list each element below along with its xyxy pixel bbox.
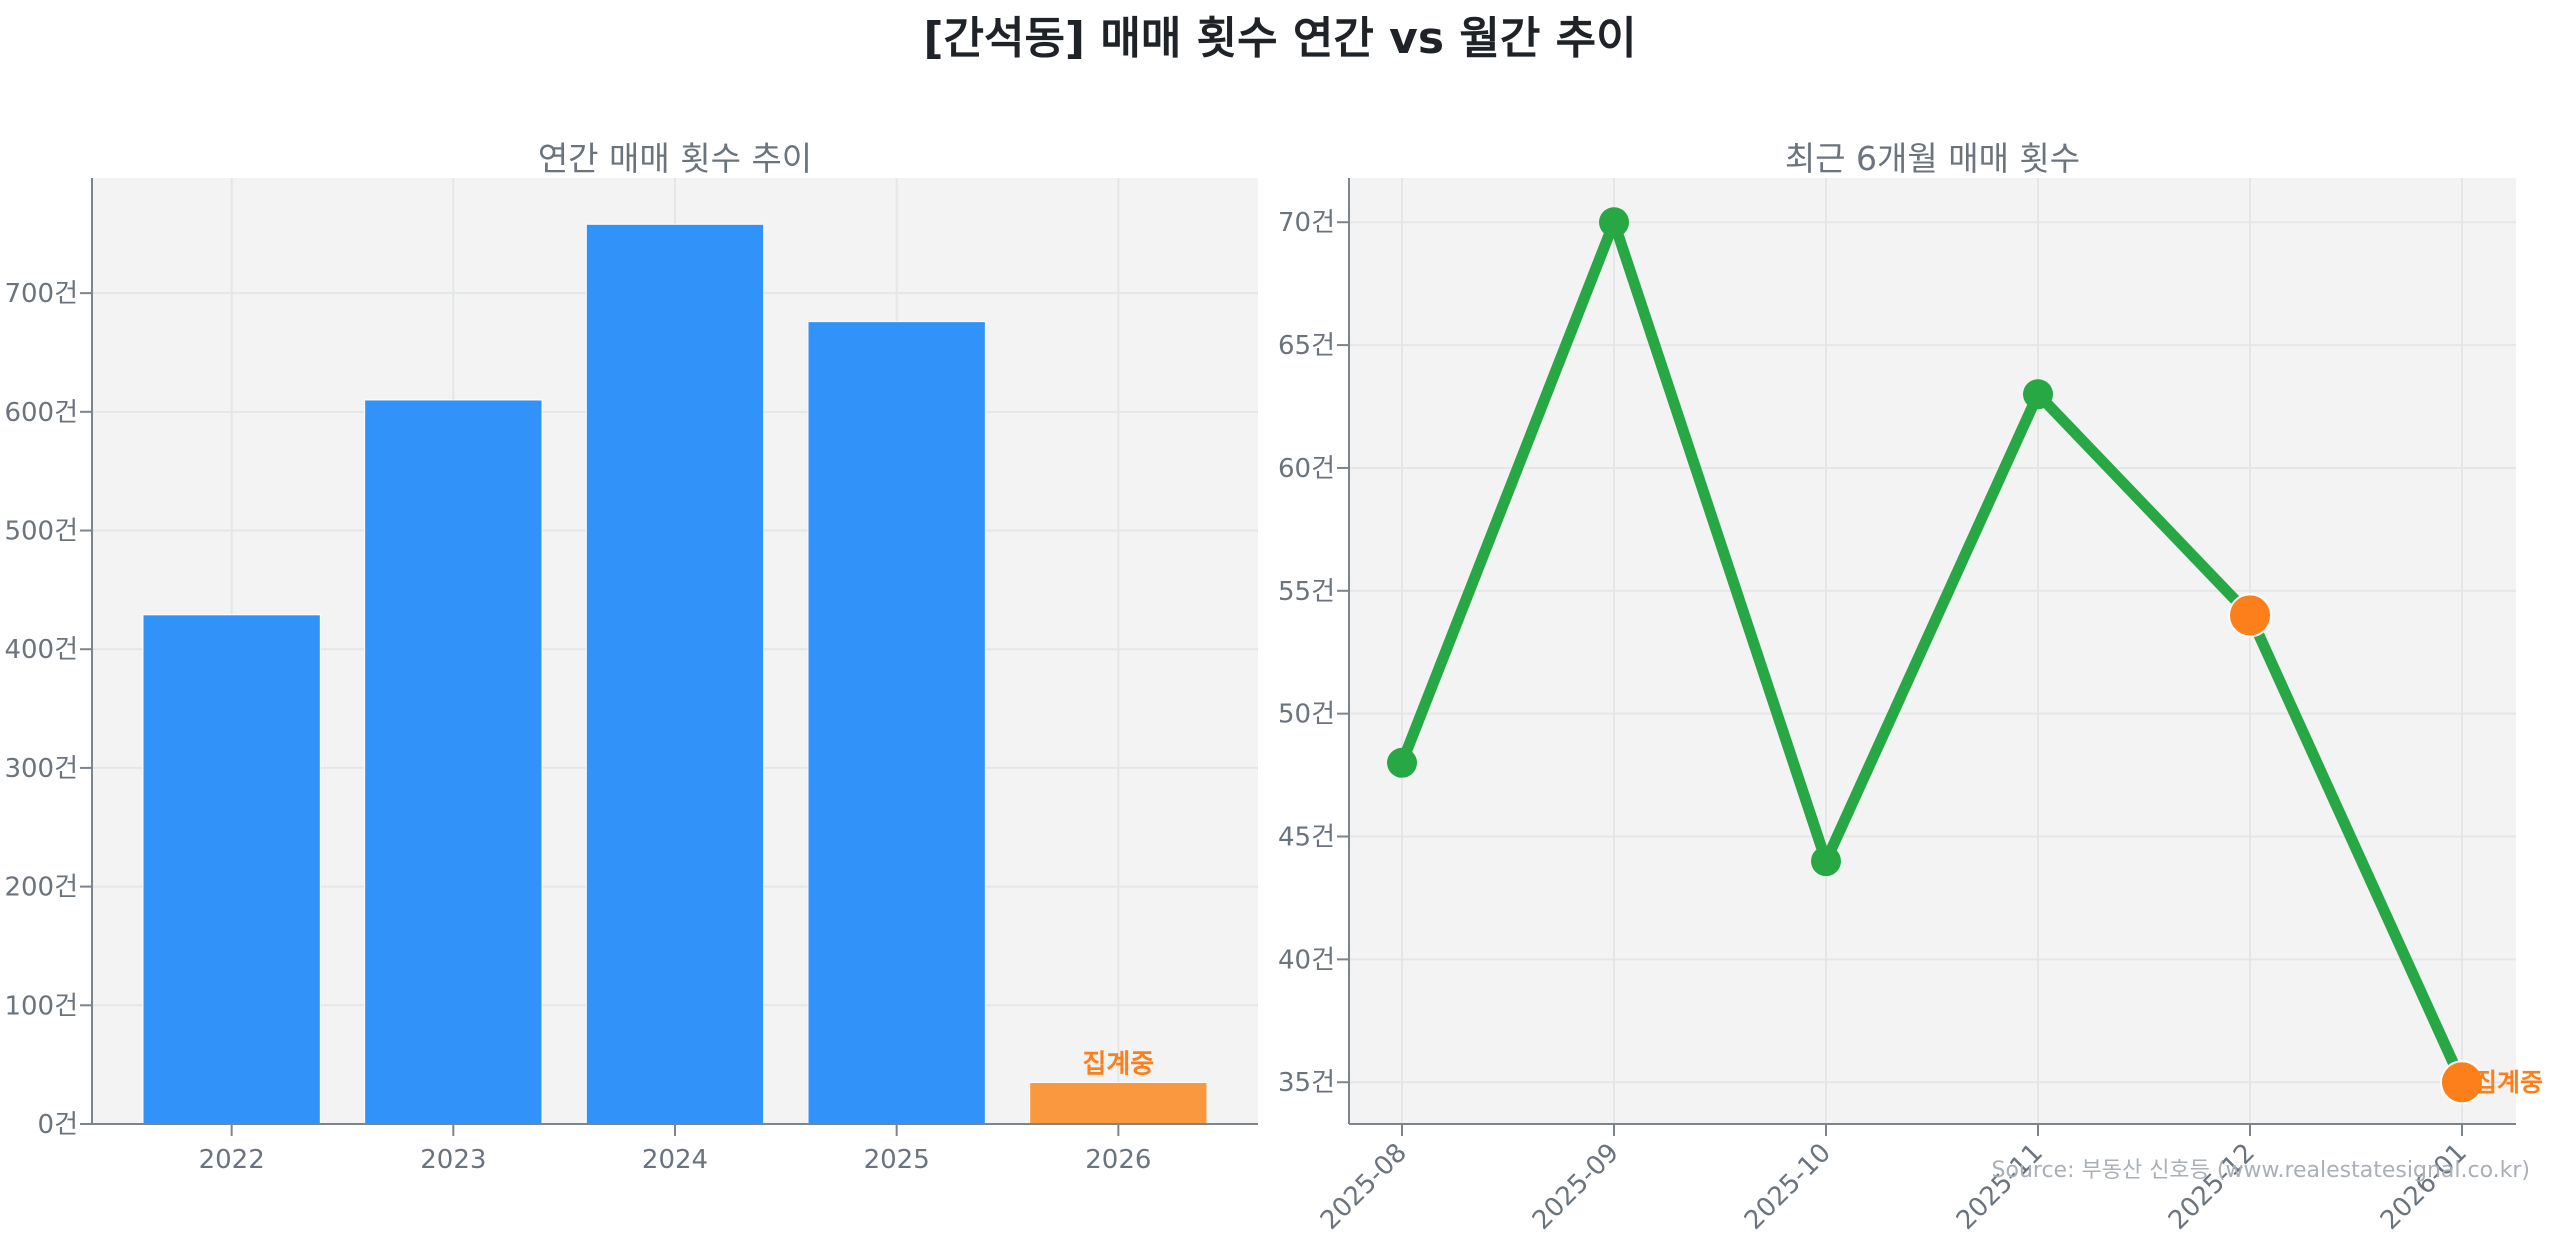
y-tick-label: 70건 <box>1278 208 1335 238</box>
bar-2023 <box>364 399 543 1125</box>
y-tick-label: 50건 <box>1278 700 1335 730</box>
line-chart: 35건 40건 45건 50건 55건 60건 65건 70건 2025-08 2025-09 20… <box>1278 178 2543 1235</box>
y-tick-label: 100건 <box>4 991 78 1021</box>
data-marker <box>1811 846 1841 877</box>
source-credit: Source: 부동산 신호등 (www.realestatesignal.co… <box>1991 1158 2530 1183</box>
y-tick-label: 40건 <box>1278 945 1335 975</box>
bar-annotation: 집계중 <box>1082 1049 1154 1079</box>
x-tick-label: 2025-10 <box>1739 1138 1837 1235</box>
y-tick-label: 400건 <box>4 635 78 665</box>
data-marker <box>1599 207 1629 238</box>
x-tick-label: 2026 <box>1085 1145 1151 1175</box>
y-tick-label: 45건 <box>1278 823 1335 853</box>
y-tick-label: 500건 <box>4 517 78 547</box>
y-tick-label: 700건 <box>4 279 78 309</box>
highlight-marker <box>2228 593 2272 638</box>
bar-partial-2026 <box>1029 1081 1208 1125</box>
point-annotation: 집계중 <box>2474 1068 2543 1097</box>
line-chart-plot-area <box>1349 178 2516 1124</box>
x-tick-label: 2025-08 <box>1315 1138 1413 1235</box>
y-tick-label: 55건 <box>1278 577 1335 607</box>
y-tick-label: 60건 <box>1278 454 1335 484</box>
trend-line <box>1396 216 2468 1088</box>
y-tick-label: 35건 <box>1278 1068 1335 1098</box>
data-marker <box>2023 379 2053 410</box>
x-tick-label: 2023 <box>420 1145 486 1175</box>
y-tick-label: 0건 <box>38 1110 78 1140</box>
bar-chart-title: 연간 매매 횟수 추이 <box>537 139 813 178</box>
y-tick-label: 600건 <box>4 398 78 428</box>
y-tick-label: 300건 <box>4 754 78 784</box>
y-tick-label: 200건 <box>4 873 78 903</box>
highlight-marker <box>2440 1060 2484 1105</box>
x-tick-label: 2022 <box>199 1145 265 1175</box>
bar-2025 <box>807 321 986 1125</box>
line-chart-title: 최근 6개월 매매 횟수 <box>1784 139 2081 178</box>
x-tick-label: 2024 <box>642 1145 708 1175</box>
data-marker <box>1387 747 1417 778</box>
y-tick-label: 65건 <box>1278 331 1335 361</box>
chart-suptitle: [간석동] 매매 횟수 연간 vs 월간 추이 <box>923 13 1637 64</box>
x-tick-label: 2025 <box>864 1145 930 1175</box>
bar-2024 <box>585 223 765 1125</box>
bar-2022 <box>142 614 321 1125</box>
x-tick-label: 2025-09 <box>1527 1138 1625 1235</box>
bar-chart: 0건 100건 200건 300건 400건 500건 600건 700건 2022 2023 20… <box>4 178 1258 1175</box>
